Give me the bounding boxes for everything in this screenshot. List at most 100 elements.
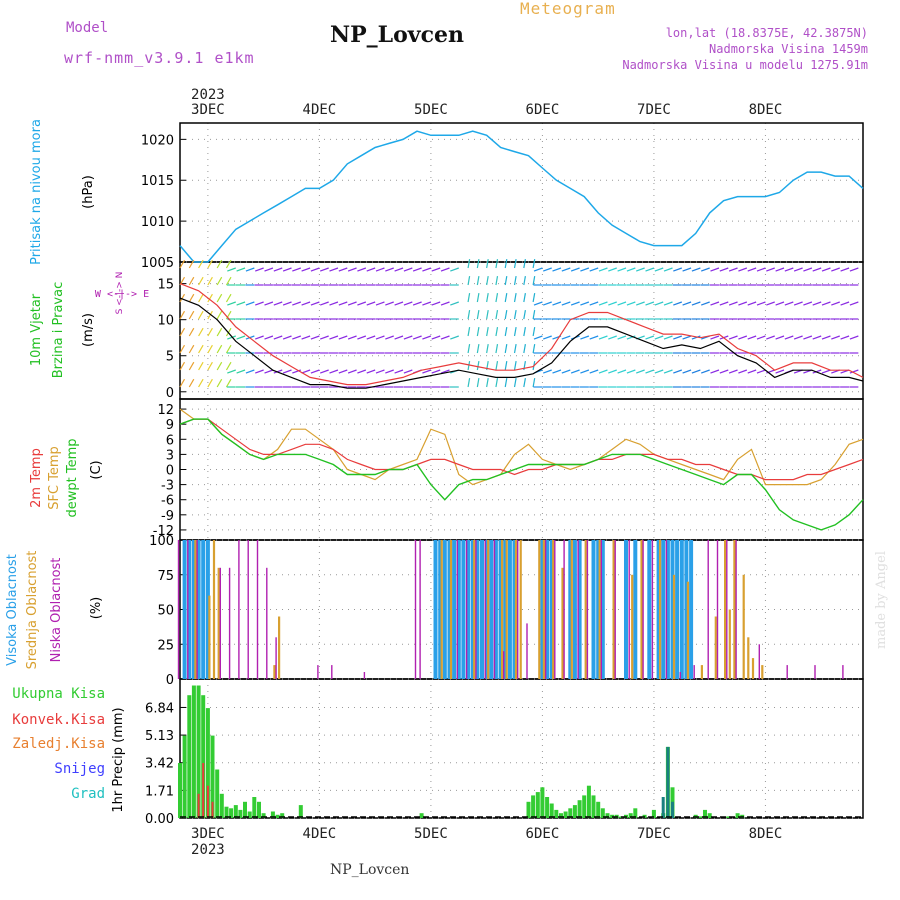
panel-frame-4 — [179, 678, 864, 819]
precip-total-bar — [596, 801, 601, 818]
cloud-bar — [205, 540, 210, 679]
y-tick-label: -9 — [161, 509, 174, 524]
wind-barb — [617, 369, 627, 374]
cloud-bar — [278, 616, 281, 679]
cloud-bar — [628, 540, 630, 679]
model-name: wrf-nmm_v3.9.1 e1km — [64, 49, 255, 67]
wind-barb — [682, 267, 692, 272]
station-title: NP_Lovcen — [330, 22, 464, 48]
wind-barb — [784, 335, 794, 340]
cloud-bar — [814, 665, 816, 679]
wind-barb — [207, 361, 213, 371]
wind-barb — [310, 369, 320, 374]
precip-total-bar — [586, 785, 591, 818]
wind-barb — [756, 369, 766, 374]
wind-barb — [580, 301, 590, 306]
precip-total-bar — [582, 795, 587, 818]
precip-total-bar — [238, 809, 243, 818]
wind-barb — [542, 369, 552, 374]
wind-barb — [467, 292, 471, 303]
wind-barb — [784, 301, 794, 306]
y-tick-label: 0 — [166, 673, 174, 688]
wind-barb — [329, 301, 339, 306]
wind-barb — [766, 267, 775, 272]
cloud-bar — [733, 540, 736, 679]
cloud-bar — [689, 540, 694, 679]
cloud-bar — [517, 540, 519, 679]
wind-barb — [747, 267, 757, 272]
precip-legend-item: Snijeg — [54, 761, 105, 777]
wind-barb — [179, 378, 186, 388]
precip-graupel-bar — [661, 797, 665, 818]
wind-barb — [691, 335, 701, 340]
cloud-bar — [700, 665, 703, 679]
cloud-bar — [433, 540, 438, 679]
wind-barb — [216, 344, 223, 354]
cloud-bar — [461, 540, 466, 679]
wind-barb — [635, 267, 645, 272]
cloud-bar — [631, 574, 634, 680]
wind-barb — [626, 267, 636, 272]
wind-barb — [504, 343, 508, 354]
cloud-bar — [456, 540, 461, 679]
wind-barb — [793, 301, 803, 306]
y-tick-label: 6 — [166, 433, 174, 448]
wind-barb — [366, 369, 376, 374]
wind-barb — [700, 369, 710, 374]
cloud-bar — [191, 540, 196, 679]
wind-barb — [440, 301, 450, 306]
wind-barb — [617, 301, 627, 306]
wind-barb — [673, 267, 683, 272]
wind-barb — [264, 369, 274, 374]
cloud-bar — [728, 609, 731, 679]
wind-barb — [552, 369, 562, 374]
cloud-bar — [470, 540, 475, 679]
cloud-bar — [651, 540, 654, 679]
wind-barb — [840, 301, 850, 306]
wind-barb — [513, 275, 517, 286]
precip-graupel-bar — [671, 801, 674, 818]
wind-barb — [608, 267, 617, 272]
precip-total-bar — [540, 787, 545, 818]
cloud-bar — [598, 540, 601, 679]
wind-barb — [691, 301, 701, 306]
cloud-bar — [633, 540, 638, 679]
wind-barb — [431, 301, 441, 306]
cloud-bar — [219, 567, 221, 679]
cloud-bar — [544, 540, 547, 679]
wind-barb — [225, 378, 232, 388]
wind-barb — [357, 267, 367, 272]
wind-barb — [831, 301, 840, 306]
precip-convective-bar — [197, 793, 200, 818]
cloud-bar — [493, 540, 496, 679]
sfc-temp-line — [179, 408, 864, 486]
precip-total-bar — [201, 695, 206, 818]
cloud-bar — [707, 540, 709, 679]
wind-barb — [236, 267, 246, 272]
wind-barb — [532, 292, 536, 303]
watermark: made by Angel — [874, 551, 889, 649]
wind-barb — [301, 369, 311, 374]
cloud-bar — [545, 540, 550, 679]
wind-barb — [207, 327, 213, 337]
cloud-bar — [577, 540, 582, 679]
cloud-bar — [563, 540, 565, 679]
cloud-bar — [751, 658, 755, 679]
wind-barb — [831, 267, 840, 272]
wind-barb — [282, 335, 292, 340]
y-tick-label: 100 — [149, 534, 174, 549]
wind-barb — [329, 369, 339, 374]
cloud-bar — [656, 540, 661, 679]
wind-barb — [495, 377, 499, 388]
cloud-bar — [586, 540, 589, 679]
wind-barb — [486, 292, 489, 303]
wind-barb — [188, 378, 195, 388]
y-tick-label: 1020 — [141, 133, 174, 148]
precip-total-bar — [549, 803, 554, 818]
wind-barb — [188, 276, 195, 286]
wind-barb — [495, 275, 499, 286]
wind-barb — [347, 369, 357, 374]
cloud-bar — [177, 540, 180, 679]
wind-barb — [495, 309, 499, 320]
wind-barb — [357, 369, 367, 374]
